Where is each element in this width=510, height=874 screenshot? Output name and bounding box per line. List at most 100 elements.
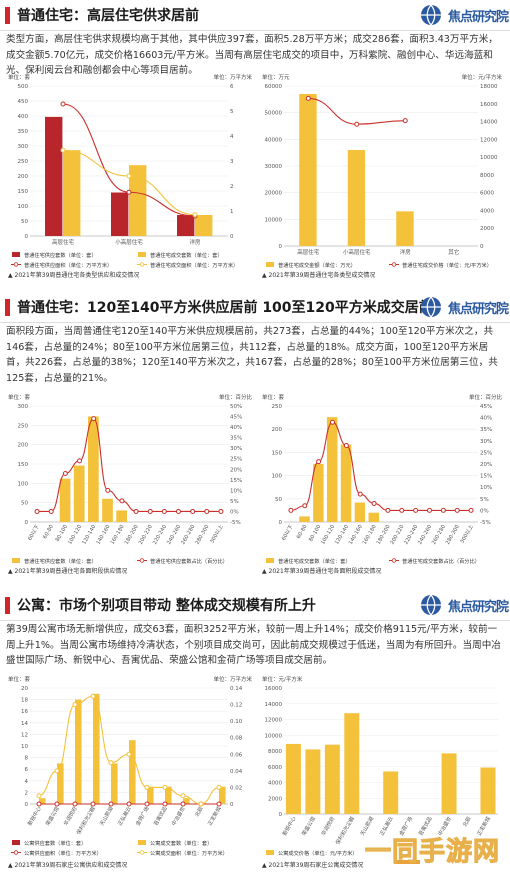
brand-logo: 焦点研究院 <box>418 3 509 27</box>
x-tick-label: 300以上 <box>458 523 475 545</box>
legend-swatch <box>139 558 145 563</box>
line-point <box>468 507 474 513</box>
y-tick-label-right: 5% <box>230 499 239 505</box>
line-point <box>288 507 294 513</box>
y-axis-unit-left: 单位：套 <box>8 675 31 683</box>
line-point <box>413 507 419 513</box>
line-point <box>72 702 78 708</box>
y-tick-label-left: 0 <box>25 802 29 808</box>
bar <box>59 478 71 522</box>
line-point <box>316 459 322 465</box>
site-watermark: 一同手游网 <box>364 837 506 872</box>
y-tick-label-right: 25% <box>230 457 242 463</box>
x-tick-label: 60-80 <box>42 524 55 540</box>
x-tick-label: 正定新城 <box>205 804 223 827</box>
y-tick-label-left: 20 <box>21 686 28 692</box>
y-tick-label-right: 12000 <box>480 137 498 143</box>
y-tick-label-left: 200 <box>272 427 283 433</box>
x-tick-label: 华润悦府 <box>319 815 336 837</box>
y-tick-label-right: 5 <box>230 109 234 115</box>
y-tick-label-right: -5% <box>480 520 491 526</box>
title-accent-bar <box>5 7 10 24</box>
x-tick-label: 300以上 <box>208 523 225 545</box>
bar <box>219 786 226 804</box>
legend-label: 公寓成交面积（单位：万平方米） <box>150 849 228 857</box>
chart-box: 单位：套 单位：百分比 0 50 100 150 200 250 -5% 0% 5% 10% 15% 20… <box>258 390 506 566</box>
legend-swatch <box>12 840 20 845</box>
x-tick-label: 小高层住宅 <box>115 238 143 246</box>
bar <box>347 150 366 246</box>
y-tick-label-right: 6 <box>230 84 234 90</box>
y-tick-label-left: 16000 <box>265 686 283 692</box>
y-tick-label-left: 10000 <box>265 217 283 223</box>
y-tick-label-left: 0 <box>279 812 283 818</box>
y-tick-label-right: 10% <box>480 485 492 491</box>
y-axis-unit-left: 单位：套 <box>262 393 285 401</box>
chart-caption: ▲ 2021年第39周普通住宅各面积段供应情况 <box>8 568 128 575</box>
bar <box>87 416 99 522</box>
section-high-rise: 普通住宅：高层住宅供求居前 焦点研究院 类型方面，高层住宅供求规模均高于其他，其… <box>0 0 510 290</box>
section-apartment: 公寓：市场个别项目带动 整体成交规模有所上升 焦点研究院 第39周公寓市场无新增… <box>0 590 510 874</box>
legend-swatch <box>139 850 145 855</box>
y-tick-label-right: 0.04 <box>230 769 243 775</box>
chart-box: 单位：套 单位：百分比 0 50 100 150 200 250 300 -5% 0% 5% 10% 15… <box>4 390 256 566</box>
chart-caption: ▲ 2021年第39周石家庄公寓成交情况 <box>262 862 364 869</box>
bar <box>383 771 399 814</box>
legend-label: 普通住宅成交套数（单位：套） <box>278 557 351 565</box>
x-tick-label: 华润悦府 <box>61 805 78 827</box>
line-point <box>126 189 132 195</box>
y-tick-label-right: 0 <box>480 244 484 250</box>
legend-label: 普通住宅供应套数（单位：套） <box>24 251 97 259</box>
y-tick-label-right: 50% <box>230 404 242 410</box>
y-tick-label-right: 30% <box>230 446 242 452</box>
y-tick-label-left: 40000 <box>265 137 283 143</box>
line-point <box>190 508 196 514</box>
bar <box>63 150 81 236</box>
x-tick-label: 北辰 <box>460 815 472 828</box>
x-tick-label: 60以下 <box>26 524 41 542</box>
series-line <box>62 103 196 217</box>
line-point <box>90 693 96 699</box>
section-paragraph: 类型方面，高层住宅供求规模均高于其他，其中供应397套，面积5.28万平方米；成… <box>6 34 498 76</box>
line-point <box>108 760 114 766</box>
legend-swatch <box>391 262 397 267</box>
line-point <box>343 442 349 448</box>
bar <box>299 94 317 246</box>
legend-swatch <box>138 252 146 257</box>
line-point <box>440 507 446 513</box>
title-accent-bar <box>5 597 10 614</box>
y-tick-label-left: 10 <box>21 744 28 750</box>
x-tick-label: 高层住宅 <box>297 248 320 256</box>
x-tick-label: 洋房 <box>189 238 201 246</box>
legend-label: 普通住宅供应套数占比（百分比） <box>150 557 228 565</box>
line-point <box>176 508 181 514</box>
y-tick-label-right: 1 <box>230 209 234 215</box>
y-tick-label-left: 100 <box>18 481 29 487</box>
line-point <box>161 508 167 514</box>
bar <box>299 516 310 522</box>
legend-label: 普通住宅成交价格（单位：元/平方米） <box>402 261 492 269</box>
line-point <box>399 507 405 513</box>
y-tick-label-right: 20% <box>480 462 492 468</box>
y-tick-label-left: 50 <box>21 501 28 507</box>
brand-logo: 焦点研究院 <box>418 295 509 319</box>
line-point <box>60 147 66 153</box>
line-point <box>427 507 432 513</box>
chart-caption: ▲ 2021年第39周石家庄公寓供应和成交情况 <box>8 862 128 869</box>
y-tick-label-left: 12 <box>21 732 28 738</box>
series-line <box>308 97 406 125</box>
y-tick-label-left: 150 <box>18 189 29 195</box>
y-tick-label-left: 250 <box>18 159 29 165</box>
x-tick-label: 荣盛公馆 <box>300 815 317 837</box>
legend-label: 普通住宅成交套数占比（百分比） <box>402 557 480 565</box>
line-point <box>144 784 150 790</box>
line-point <box>60 101 66 107</box>
y-tick-label-left: 50000 <box>265 111 283 117</box>
y-tick-label-right: 40% <box>230 425 242 431</box>
x-tick-label: 新锐中心 <box>25 805 42 827</box>
line-point <box>147 508 153 514</box>
bar <box>354 502 366 522</box>
legend-label: 公寓成交价格（单位：元/平方米） <box>278 849 358 857</box>
bar <box>45 116 63 236</box>
bar <box>285 743 301 814</box>
